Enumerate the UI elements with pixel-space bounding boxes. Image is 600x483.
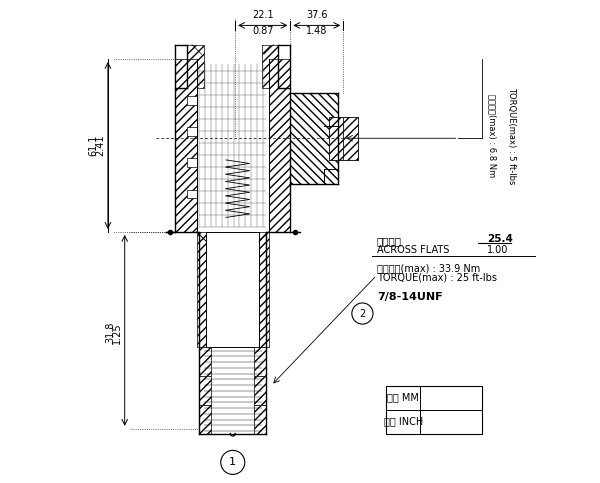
Text: 0.87: 0.87 [252,27,274,36]
Text: 毫米 MM: 毫米 MM [388,393,419,402]
Text: 1: 1 [229,457,236,468]
Bar [386,385,482,434]
Bar [187,127,197,136]
Bar [199,376,211,405]
Bar [199,347,211,376]
Text: 22.1: 22.1 [252,10,274,20]
Bar [262,44,278,88]
Text: TORQUE(max) : 5 ft-lbs: TORQUE(max) : 5 ft-lbs [507,87,516,185]
Text: 7/8-14UNF: 7/8-14UNF [377,292,442,302]
Text: 1.25: 1.25 [112,322,122,343]
Text: 2: 2 [359,309,365,318]
Bar [254,405,266,434]
Bar [187,96,197,105]
Text: 25.4: 25.4 [487,234,513,244]
Text: 61.1: 61.1 [88,135,98,156]
Text: 1.48: 1.48 [306,27,328,36]
Bar [269,59,290,232]
Bar [259,232,269,347]
Text: TORQUE(max) : 25 ft-lbs: TORQUE(max) : 25 ft-lbs [377,272,497,283]
Bar [187,44,204,88]
Bar [187,158,197,167]
Text: 英寸 INCH: 英寸 INCH [383,416,423,426]
Text: 2.41: 2.41 [95,135,106,156]
Text: 31.8: 31.8 [105,322,115,343]
Bar [329,116,358,160]
Text: 1.00: 1.00 [487,245,509,255]
Bar [290,93,338,184]
Bar [254,376,266,405]
Text: 安装扝矩(max) : 6.8 Nm: 安装扝矩(max) : 6.8 Nm [488,94,497,177]
Text: 安装扝矩(max) : 33.9 Nm: 安装扝矩(max) : 33.9 Nm [377,263,480,273]
Bar [329,116,343,160]
Bar [254,347,266,376]
Text: 37.6: 37.6 [306,10,328,20]
Bar [175,59,197,232]
Text: 對邊寬度: 對邊寬度 [377,237,402,246]
Bar [197,232,206,347]
Text: ACROSS FLATS: ACROSS FLATS [377,245,449,255]
Bar [199,405,211,434]
Bar [187,190,197,199]
Bar [206,232,259,347]
Bar [343,116,358,160]
